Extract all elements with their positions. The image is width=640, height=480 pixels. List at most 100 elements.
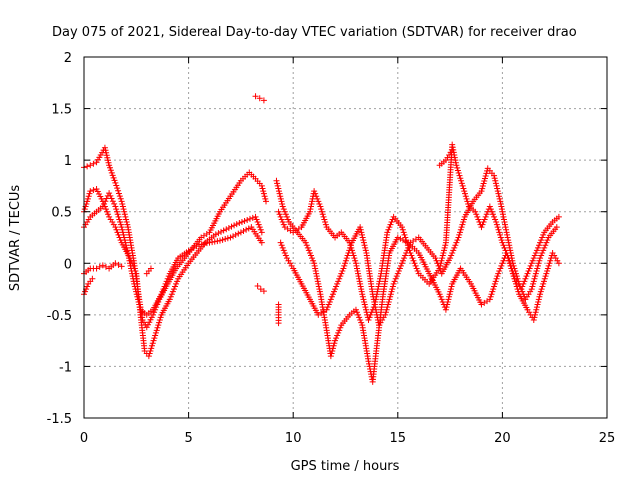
trace-marker (275, 185, 282, 192)
trace-marker (307, 206, 314, 213)
trace-marker (359, 293, 366, 300)
data-point (365, 317, 372, 324)
trace-marker (129, 270, 136, 277)
trace-marker (413, 265, 420, 272)
trace-marker (308, 200, 315, 207)
trace-marker (498, 237, 505, 244)
trace-marker (532, 270, 539, 277)
data-point (478, 224, 485, 231)
trace-marker (496, 195, 503, 202)
trace-marker (315, 280, 322, 287)
trace-marker (479, 183, 486, 190)
trace-marker (240, 228, 247, 235)
trace-marker (307, 203, 314, 210)
trace-marker (502, 224, 509, 231)
trace-marker (116, 193, 123, 200)
data-point (509, 260, 516, 267)
data-point (118, 263, 125, 270)
trace-marker (316, 200, 323, 207)
trace-marker (115, 190, 122, 197)
trace-marker (314, 275, 321, 282)
trace-marker (376, 278, 383, 285)
data-point (555, 213, 562, 220)
data-point (166, 296, 173, 303)
data-point (258, 182, 265, 189)
trace-marker (329, 345, 336, 352)
data-point (382, 311, 389, 318)
trace-marker (84, 195, 91, 202)
trace-marker (522, 275, 529, 282)
trace-marker (494, 188, 501, 195)
trace-marker (441, 247, 448, 254)
trace-marker (363, 306, 370, 313)
trace-marker (123, 219, 130, 226)
trace-marker (310, 257, 317, 264)
trace-marker (521, 278, 528, 285)
trace-marker (224, 235, 231, 242)
trace-marker (129, 273, 136, 280)
trace-marker (174, 278, 181, 285)
trace-marker (121, 234, 128, 241)
trace-marker (96, 263, 103, 270)
data-point (252, 93, 259, 100)
data-point (524, 270, 531, 277)
trace-marker (277, 193, 284, 200)
trace-marker (400, 257, 407, 264)
trace-marker (480, 219, 487, 226)
trace-marker (133, 291, 140, 298)
data-point (486, 296, 493, 303)
trace-marker (253, 216, 260, 223)
trace-marker (110, 174, 117, 181)
data-point (275, 208, 282, 215)
trace-marker (150, 337, 157, 344)
trace-marker (372, 304, 379, 311)
trace-marker (321, 216, 328, 223)
trace-marker (511, 265, 518, 272)
trace-marker (536, 293, 543, 300)
trace-marker (453, 239, 460, 246)
trace-marker (328, 350, 335, 357)
data-point (497, 198, 504, 205)
trace-marker (346, 247, 353, 254)
trace-marker (408, 252, 415, 259)
trace-marker (318, 206, 325, 213)
trace-marker (496, 229, 503, 236)
trace-marker (529, 257, 536, 264)
trace-marker (502, 221, 509, 228)
trace-marker (330, 342, 337, 349)
data-point (357, 224, 364, 231)
data-point (145, 353, 152, 360)
trace-marker (505, 237, 512, 244)
trace-marker (384, 304, 391, 311)
trace-marker (155, 322, 162, 329)
trace-marker (326, 298, 333, 305)
trace-marker (173, 280, 180, 287)
data-point (233, 221, 240, 228)
trace-marker (451, 151, 458, 158)
trace-marker (439, 298, 446, 305)
trace-marker (404, 247, 411, 254)
data-point (436, 291, 443, 298)
data-point (112, 260, 119, 267)
trace-marker (130, 278, 137, 285)
data-point (495, 270, 502, 277)
trace-marker (387, 293, 394, 300)
trace-marker (117, 195, 124, 202)
trace-marker (534, 265, 541, 272)
trace-marker (170, 286, 177, 293)
trace-marker (362, 244, 369, 251)
data-point (106, 162, 113, 169)
trace-marker (397, 262, 404, 269)
trace-marker (325, 301, 332, 308)
trace-marker (167, 293, 174, 300)
data-point (118, 198, 125, 205)
data-point (459, 182, 466, 189)
trace-marker (492, 180, 499, 187)
trace-marker (388, 288, 395, 295)
trace-marker (149, 340, 156, 347)
trace-marker (446, 291, 453, 298)
trace-marker (160, 286, 167, 293)
data-point (306, 208, 313, 215)
trace-marker (127, 260, 134, 267)
data-point (503, 229, 510, 236)
